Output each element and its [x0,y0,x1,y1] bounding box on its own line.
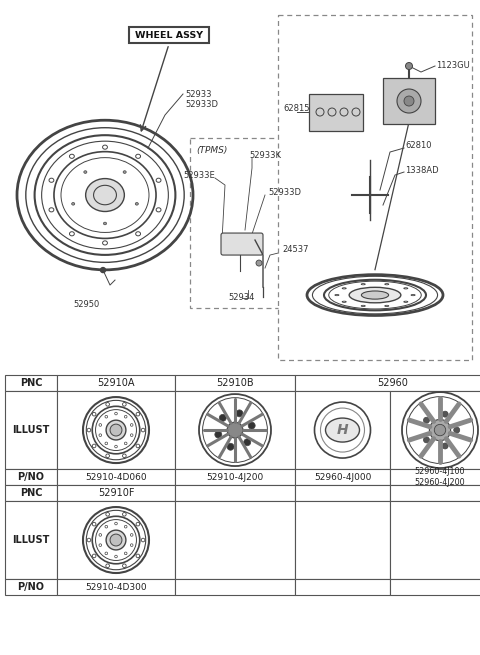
Text: 24537: 24537 [282,245,309,254]
Circle shape [100,267,106,272]
Circle shape [423,417,430,423]
Ellipse shape [123,171,126,174]
Bar [175,391,295,469]
Bar [295,579,390,595]
Text: 62815: 62815 [283,103,310,113]
Text: 52910B: 52910B [216,378,254,388]
FancyBboxPatch shape [383,78,435,124]
Ellipse shape [361,291,389,299]
Bar [5,579,57,595]
Bar [57,375,175,391]
Text: PNC: PNC [20,378,42,388]
Text: 52933E: 52933E [183,171,215,180]
FancyBboxPatch shape [129,27,209,43]
Text: 1338AD: 1338AD [405,166,439,174]
Circle shape [227,443,234,450]
Bar [390,485,480,501]
Circle shape [397,89,421,113]
Text: ILLUST: ILLUST [12,425,50,435]
Bar [175,375,295,391]
Text: 52910-4J200: 52910-4J200 [206,472,264,481]
Ellipse shape [135,202,138,205]
Text: 52934: 52934 [229,293,255,302]
Bar [175,501,295,579]
Text: P/NO: P/NO [17,582,45,592]
Bar [5,469,57,485]
Ellipse shape [325,418,360,442]
Circle shape [442,443,448,449]
Text: 52960-4J100
52960-4J200: 52960-4J100 52960-4J200 [415,467,465,487]
Bar [5,501,57,579]
Text: 52910-4D300: 52910-4D300 [85,582,147,591]
Ellipse shape [349,288,401,303]
Bar [390,579,480,595]
FancyBboxPatch shape [221,233,263,255]
Bar [57,579,175,595]
Bar [5,391,57,469]
Circle shape [442,411,448,417]
Bar [5,375,57,391]
Bar [390,391,480,469]
Ellipse shape [106,530,126,550]
Ellipse shape [106,420,126,440]
Bar [295,501,390,579]
Circle shape [244,439,251,446]
Text: PNC: PNC [20,488,42,498]
Text: 52910F: 52910F [98,488,134,498]
Bar [57,501,175,579]
Ellipse shape [85,179,124,212]
Text: P/NO: P/NO [17,472,45,482]
Text: 62810: 62810 [405,141,432,149]
Text: (TPMS): (TPMS) [196,146,228,155]
Circle shape [434,424,446,436]
Bar [57,391,175,469]
Text: 52933D: 52933D [268,188,301,197]
FancyBboxPatch shape [309,94,363,131]
Circle shape [248,422,255,429]
Text: H: H [336,423,348,437]
Circle shape [454,427,460,433]
Circle shape [406,62,412,69]
Text: WHEEL ASSY: WHEEL ASSY [135,31,203,39]
Circle shape [429,419,451,441]
Bar [57,485,175,501]
Bar [295,375,480,391]
Circle shape [256,260,262,266]
Bar [390,469,480,485]
Bar [175,469,295,485]
Text: 52950: 52950 [74,300,100,309]
Bar [175,579,295,595]
Bar [295,391,390,469]
Bar [295,485,390,501]
Ellipse shape [110,534,122,546]
Bar [175,485,295,501]
Ellipse shape [84,171,87,174]
Text: 1123GU: 1123GU [436,60,470,69]
Bar [390,501,480,579]
Bar [57,469,175,485]
Ellipse shape [72,202,75,205]
Ellipse shape [110,424,122,436]
Text: 52910A: 52910A [97,378,135,388]
Text: ILLUST: ILLUST [12,535,50,545]
Text: 52910-4D060: 52910-4D060 [85,472,147,481]
Text: 52960: 52960 [377,378,408,388]
Bar [295,469,390,485]
Circle shape [227,422,243,438]
Circle shape [219,415,226,421]
FancyBboxPatch shape [190,138,338,308]
Text: 52960-4J000: 52960-4J000 [314,472,371,481]
FancyBboxPatch shape [278,15,472,360]
Text: 52933K: 52933K [249,151,281,160]
Circle shape [236,410,243,417]
Bar [5,485,57,501]
Text: 52933
52933D: 52933 52933D [185,90,218,109]
Circle shape [404,96,414,106]
Ellipse shape [104,222,107,225]
Circle shape [423,437,430,443]
Circle shape [215,431,222,438]
